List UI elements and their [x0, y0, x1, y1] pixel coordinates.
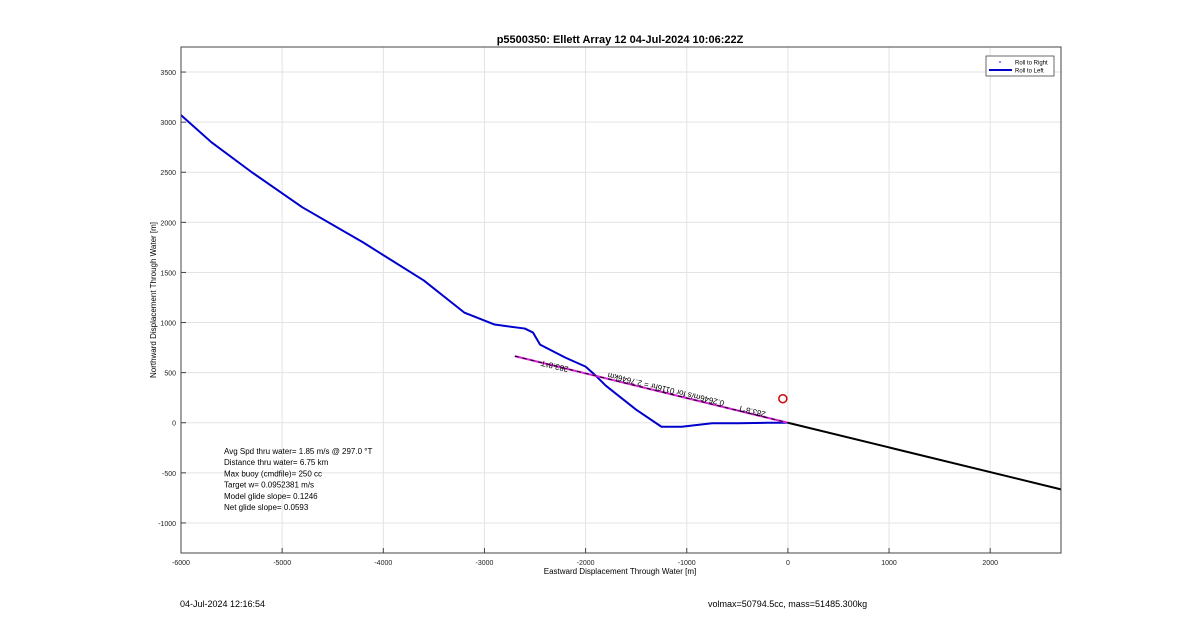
y-axis-label: Northward Displacement Through Water [m]	[149, 222, 158, 378]
stats-line: Max buoy (cmdfile)= 250 cc	[224, 469, 322, 478]
y-tick-label: 1500	[160, 270, 176, 277]
ticks: -6000 -5000 -4000 -3000 -2000 -1000 0 1000 2000-…	[158, 70, 998, 567]
y-tick-label: 2000	[160, 220, 176, 227]
stats-line: Distance thru water= 6.75 km	[224, 458, 329, 467]
y-tick-label: 2500	[160, 170, 176, 177]
y-tick-label: 1000	[160, 321, 176, 328]
grid	[180, 47, 1061, 553]
x-tick-label: 2000	[982, 560, 998, 567]
x-tick-label: -3000	[475, 560, 493, 567]
stats-line: Model glide slope= 0.1246	[224, 492, 318, 501]
stats-line: Net glide slope= 0.0593	[224, 503, 309, 512]
x-tick-label: -2000	[577, 560, 595, 567]
x-tick-label: -4000	[374, 560, 392, 567]
series-line-roll-to-left	[180, 114, 788, 428]
stats-block: Avg Spd thru water= 1.85 m/s @ 297.0 °T D…	[224, 447, 372, 512]
y-tick-label: -500	[162, 471, 176, 478]
legend-label: Roll to Left	[1015, 69, 1044, 75]
legend: Roll to Right Roll to Left	[985, 55, 1055, 77]
stats-line: Avg Spd thru water= 1.85 m/s @ 297.0 °T	[224, 447, 372, 456]
axes-box	[180, 46, 1062, 554]
x-axis-label: Eastward Displacement Through Water [m]	[544, 567, 697, 576]
annotation-label: 283.8°T	[540, 358, 570, 373]
chart-title: p5500350: Ellett Array 12 04-Jul-2024 10…	[497, 34, 744, 46]
y-tick-label: 3500	[160, 70, 176, 77]
footer-timestamp: 04-Jul-2024 12:16:54	[180, 599, 266, 609]
annotation-label: 283.8°T	[737, 403, 767, 418]
x-tick-label: 0	[786, 560, 790, 567]
y-tick-label: 3000	[160, 120, 176, 127]
legend-swatch-roll-to-right	[999, 61, 1001, 63]
footer-info: volmax=50794.5cc, mass=51485.300kg	[708, 599, 868, 609]
series-layer	[180, 114, 1062, 491]
y-tick-label: 500	[164, 371, 176, 378]
annotation-label: 0.2646m/s for 0116hr = 2.7646km	[606, 370, 725, 407]
x-tick-label: -6000	[172, 560, 190, 567]
x-tick-label: 1000	[881, 560, 897, 567]
y-tick-label: -1000	[158, 521, 176, 528]
y-tick-label: 0	[172, 421, 176, 428]
x-tick-label: -5000	[273, 560, 291, 567]
stats-line: Target w= 0.0952381 m/s	[224, 481, 314, 490]
x-tick-label: -1000	[678, 560, 696, 567]
series-line-net-heading-dash	[514, 355, 789, 424]
position-marker	[778, 393, 788, 404]
series-line-projection	[787, 421, 1062, 491]
legend-label: Roll to Right	[1015, 61, 1048, 67]
